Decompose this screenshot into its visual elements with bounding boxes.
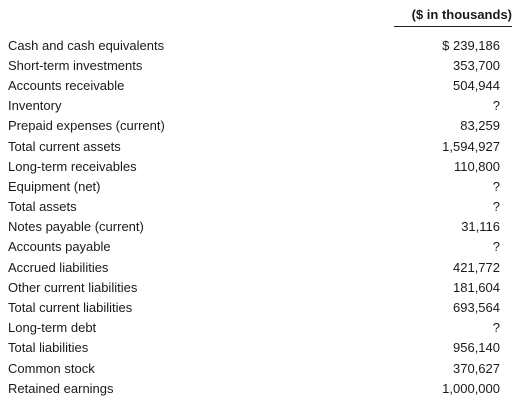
table-row: Accrued liabilities 421,772 bbox=[8, 257, 500, 277]
row-label: Accounts receivable bbox=[8, 77, 125, 93]
row-label: Equipment (net) bbox=[8, 178, 101, 194]
table-row: Total assets ? bbox=[8, 197, 500, 217]
row-label: Common stock bbox=[8, 360, 95, 376]
row-value: 110,800 bbox=[453, 158, 500, 174]
units-header: ($ in thousands) bbox=[394, 6, 512, 27]
row-value: 504,944 bbox=[453, 77, 500, 93]
row-value: ? bbox=[492, 98, 500, 114]
row-value: 83,259 bbox=[460, 118, 500, 134]
row-label: Accrued liabilities bbox=[8, 259, 109, 275]
table-row: Cash and cash equivalents $ 239,186 bbox=[8, 35, 500, 55]
row-label: Cash and cash equivalents bbox=[8, 37, 165, 53]
row-label: Notes payable (current) bbox=[8, 219, 144, 235]
table-row: Equipment (net) ? bbox=[8, 176, 500, 196]
table-row: Other current liabilities 181,604 bbox=[8, 277, 500, 297]
row-value: 1,594,927 bbox=[442, 138, 500, 154]
row-label: Long-term debt bbox=[8, 320, 97, 336]
table-row: Accounts payable ? bbox=[8, 237, 500, 257]
table-row: Accounts receivable 504,944 bbox=[8, 75, 500, 95]
row-label: Total assets bbox=[8, 199, 77, 215]
table-row: Inventory ? bbox=[8, 96, 500, 116]
table-row: Total current assets 1,594,927 bbox=[8, 136, 500, 156]
table-row: Long-term debt ? bbox=[8, 318, 500, 338]
row-label: Total current assets bbox=[8, 138, 121, 154]
row-value: ? bbox=[492, 199, 500, 215]
row-label: Short-term investments bbox=[8, 57, 143, 73]
line-items: Cash and cash equivalents $ 239,186 Shor… bbox=[8, 35, 500, 398]
row-value: 693,564 bbox=[453, 300, 500, 316]
row-value: ? bbox=[492, 320, 500, 336]
table-row: Common stock 370,627 bbox=[8, 358, 500, 378]
row-value: ? bbox=[492, 239, 500, 255]
row-label: Total liabilities bbox=[8, 340, 89, 356]
row-label: Inventory bbox=[8, 98, 62, 114]
row-value: 31,116 bbox=[461, 219, 500, 235]
table-row: Total current liabilities 693,564 bbox=[8, 297, 500, 317]
row-label: Other current liabilities bbox=[8, 279, 138, 295]
row-label: Total current liabilities bbox=[8, 300, 133, 316]
row-value: 353,700 bbox=[453, 57, 500, 73]
row-label: Accounts payable bbox=[8, 239, 111, 255]
row-value: 956,140 bbox=[453, 340, 500, 356]
row-value: 181,604 bbox=[453, 279, 500, 295]
table-row: Prepaid expenses (current) 83,259 bbox=[8, 116, 500, 136]
table-row: Long-term receivables 110,800 bbox=[8, 156, 500, 176]
table-row: Notes payable (current) 31,116 bbox=[8, 217, 500, 237]
row-value: 1,000,000 bbox=[442, 380, 500, 396]
row-label: Long-term receivables bbox=[8, 158, 137, 174]
row-value: 370,627 bbox=[453, 360, 500, 376]
row-value: $ 239,186 bbox=[442, 37, 500, 53]
table-row: Short-term investments 353,700 bbox=[8, 55, 500, 75]
table-row: Total liabilities 956,140 bbox=[8, 338, 500, 358]
table-row: Retained earnings 1,000,000 bbox=[8, 378, 500, 398]
row-label: Prepaid expenses (current) bbox=[8, 118, 165, 134]
row-value: 421,772 bbox=[453, 259, 500, 275]
row-label: Retained earnings bbox=[8, 380, 114, 396]
row-value: ? bbox=[492, 178, 500, 194]
